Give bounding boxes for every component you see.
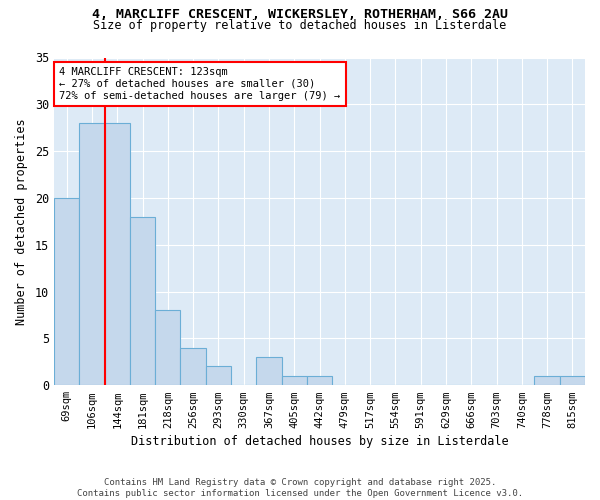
Bar xyxy=(560,376,585,385)
Text: 4 MARCLIFF CRESCENT: 123sqm
← 27% of detached houses are smaller (30)
72% of sem: 4 MARCLIFF CRESCENT: 123sqm ← 27% of det… xyxy=(59,68,341,100)
X-axis label: Distribution of detached houses by size in Listerdale: Distribution of detached houses by size … xyxy=(131,434,508,448)
Bar xyxy=(206,366,231,385)
Bar xyxy=(155,310,181,385)
Bar xyxy=(281,376,307,385)
Bar xyxy=(181,348,206,385)
Bar xyxy=(535,376,560,385)
Bar xyxy=(79,123,104,385)
Bar xyxy=(104,123,130,385)
Bar xyxy=(54,198,79,385)
Text: Contains HM Land Registry data © Crown copyright and database right 2025.
Contai: Contains HM Land Registry data © Crown c… xyxy=(77,478,523,498)
Text: Size of property relative to detached houses in Listerdale: Size of property relative to detached ho… xyxy=(94,18,506,32)
Y-axis label: Number of detached properties: Number of detached properties xyxy=(15,118,28,324)
Bar xyxy=(307,376,332,385)
Bar xyxy=(256,357,281,385)
Text: 4, MARCLIFF CRESCENT, WICKERSLEY, ROTHERHAM, S66 2AU: 4, MARCLIFF CRESCENT, WICKERSLEY, ROTHER… xyxy=(92,8,508,20)
Bar xyxy=(130,216,155,385)
